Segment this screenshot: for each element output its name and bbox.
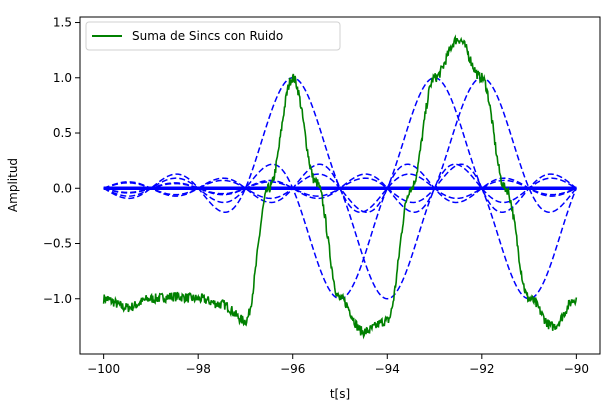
y-tick-label: 0.5 bbox=[53, 126, 72, 140]
legend-label: Suma de Sincs con Ruido bbox=[132, 29, 283, 43]
legend: Suma de Sincs con Ruido bbox=[85, 21, 341, 51]
y-tick-label: −1.0 bbox=[43, 292, 72, 306]
sinc-component-line bbox=[103, 163, 577, 300]
y-axis: −1.0 −0.5 0.0 0.5 1.0 1.5 bbox=[43, 16, 80, 306]
x-axis: −100 −98 −96 −94 −92 −90 bbox=[87, 354, 589, 376]
y-tick-label: 0.0 bbox=[53, 181, 72, 195]
x-tick-label: −92 bbox=[469, 362, 494, 376]
noisy-sum-line bbox=[102, 34, 578, 340]
noisy-sum-series bbox=[102, 34, 578, 340]
y-tick-label: −0.5 bbox=[43, 237, 72, 251]
x-axis-label: t[s] bbox=[330, 387, 350, 401]
plot-frame bbox=[79, 16, 601, 355]
x-tick-label: −90 bbox=[564, 362, 589, 376]
sinc-component-line bbox=[103, 77, 577, 214]
x-tick-label: −98 bbox=[186, 362, 211, 376]
x-tick-label: −100 bbox=[87, 362, 120, 376]
y-axis-label: Amplitud bbox=[6, 158, 20, 212]
y-tick-label: 1.0 bbox=[53, 71, 72, 85]
y-tick-label: 1.5 bbox=[53, 16, 72, 30]
x-tick-label: −96 bbox=[280, 362, 305, 376]
legend-box bbox=[85, 21, 341, 51]
x-tick-label: −94 bbox=[375, 362, 400, 376]
